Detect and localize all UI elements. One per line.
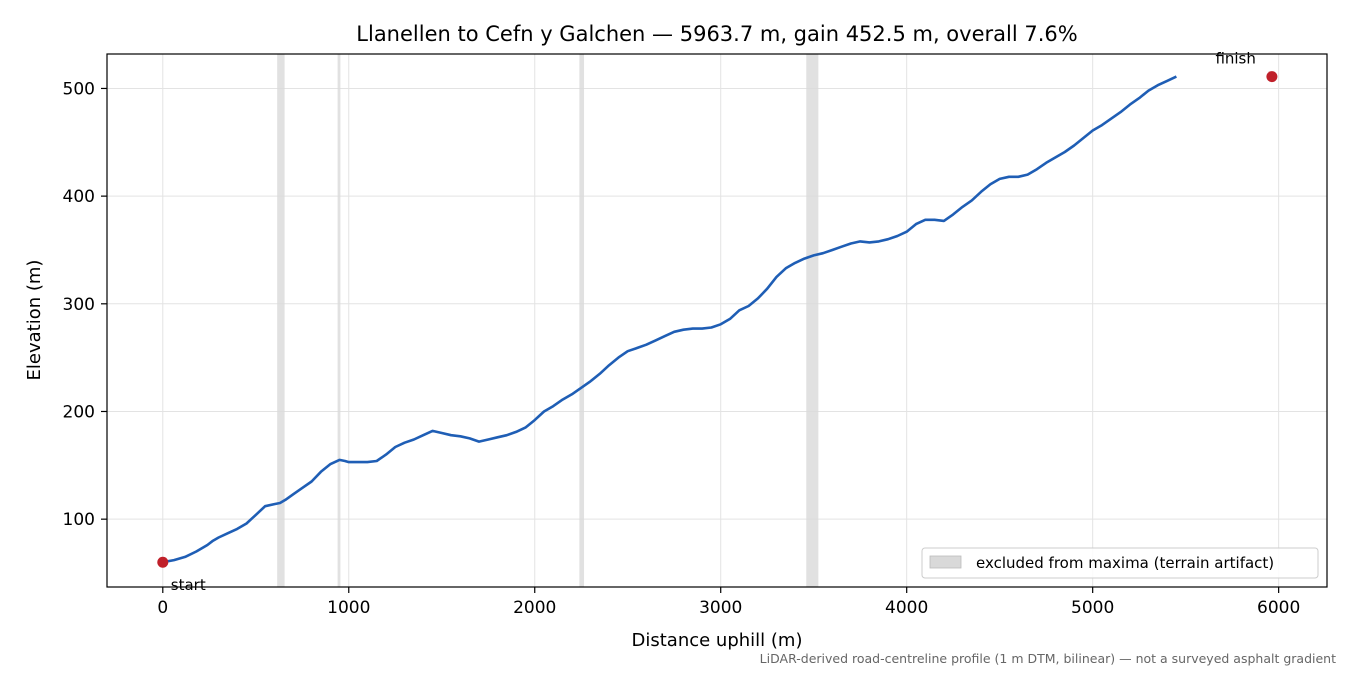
- point-marker-finish: [1266, 71, 1278, 83]
- y-tick-label: 400: [63, 187, 95, 207]
- y-tick-label: 300: [63, 295, 95, 315]
- x-tick-label: 4000: [885, 598, 928, 618]
- y-axis-ticks: 100 200 300 400 500: [63, 79, 107, 530]
- x-tick-label: 5000: [1071, 598, 1114, 618]
- point-label-start: start: [171, 576, 206, 594]
- excluded-band: [806, 54, 819, 587]
- excluded-bands: [277, 54, 819, 587]
- chart-title: Llanellen to Cefn y Galchen — 5963.7 m, …: [356, 22, 1077, 46]
- plot-frame: [106, 53, 1328, 588]
- x-tick-label: 0: [157, 598, 168, 618]
- x-tick-label: 1000: [327, 598, 370, 618]
- elevation-line: [162, 75, 1177, 564]
- excluded-band: [337, 54, 341, 587]
- legend-label: excluded from maxima (terrain artifact): [976, 554, 1274, 572]
- y-tick-label: 500: [63, 79, 95, 99]
- y-tick-label: 200: [63, 402, 95, 422]
- y-axis-label: Elevation (m): [24, 260, 45, 381]
- legend: excluded from maxima (terrain artifact): [921, 547, 1319, 579]
- x-axis-label: Distance uphill (m): [632, 630, 803, 651]
- point-label-finish: finish: [1215, 50, 1255, 68]
- excluded-band: [277, 54, 285, 587]
- grid: [107, 54, 1327, 587]
- x-tick-label: 2000: [513, 598, 556, 618]
- x-tick-label: 3000: [699, 598, 742, 618]
- x-tick-label: 6000: [1257, 598, 1300, 618]
- excluded-band: [579, 54, 585, 587]
- endpoint-markers: start finish: [157, 50, 1278, 594]
- x-axis-ticks: 0 1000 2000 3000 4000 5000 6000: [157, 587, 1300, 618]
- point-marker-start: [157, 556, 169, 568]
- y-tick-label: 100: [63, 510, 95, 530]
- legend-box: [921, 547, 1319, 579]
- footer-note: LiDAR-derived road-centreline profile (1…: [759, 651, 1336, 666]
- legend-swatch: [929, 555, 962, 569]
